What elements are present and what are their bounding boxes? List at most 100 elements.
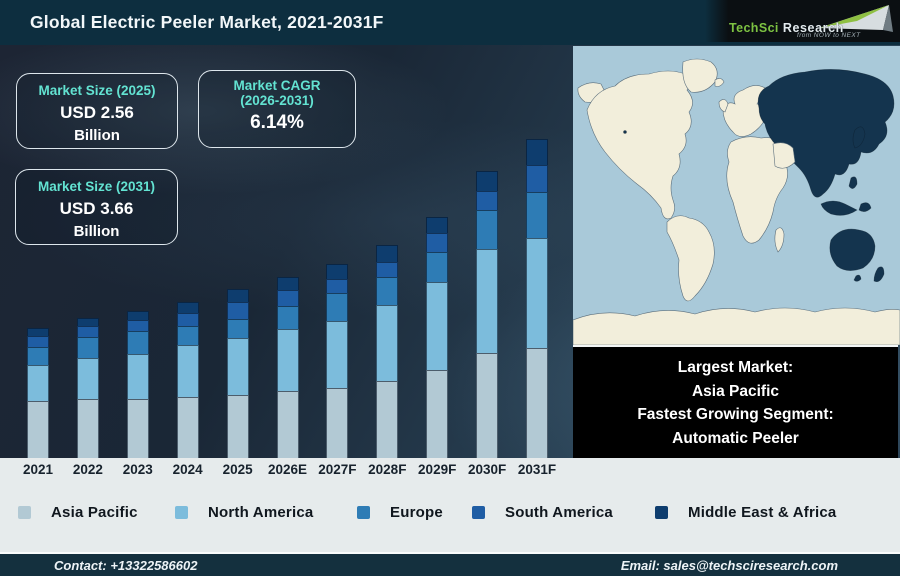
legend-swatch xyxy=(357,506,370,519)
x-axis-label-2027F: 2027F xyxy=(318,462,357,477)
legend-label: Asia Pacific xyxy=(51,504,138,521)
bar-segment-north-america xyxy=(226,338,249,395)
bar-segment-asia-pacific xyxy=(326,388,349,458)
legend-item-asia-pacific: Asia Pacific xyxy=(18,504,138,521)
x-axis-label-2023: 2023 xyxy=(122,462,153,477)
bar-2029F xyxy=(426,217,449,458)
bar-2021 xyxy=(27,328,49,458)
bar-2030F xyxy=(476,171,499,458)
largest-market-value: Asia Pacific xyxy=(691,382,780,400)
market-size-2031-value: USD 3.66 xyxy=(59,199,134,218)
bar-2026E xyxy=(276,277,299,458)
x-axis-label-2024: 2024 xyxy=(172,462,203,477)
bar-segment-south-america xyxy=(176,313,199,326)
x-axis-label-2028F: 2028F xyxy=(368,462,407,477)
bar-segment-north-america xyxy=(276,329,299,391)
market-size-2025-unit: Billion xyxy=(74,127,120,144)
bar-segment-asia-pacific xyxy=(176,397,199,458)
bar-2027F xyxy=(326,264,349,458)
bar-segment-europe xyxy=(276,306,299,329)
map-asia-pacific-highlight xyxy=(623,69,895,282)
logo-arrow-icon xyxy=(819,5,893,32)
legend-swatch xyxy=(472,506,485,519)
bar-segment-south-america xyxy=(476,191,499,210)
bar-2023 xyxy=(126,311,149,458)
bar-segment-asia-pacific xyxy=(27,401,49,458)
bar-2028F xyxy=(376,245,399,458)
bar-segment-asia-pacific xyxy=(476,353,499,458)
x-axis-label-2022: 2022 xyxy=(72,462,103,477)
bar-segment-middle-east-africa xyxy=(476,171,499,191)
bar-segment-south-america xyxy=(226,302,249,319)
bar-segment-middle-east-africa xyxy=(176,302,199,313)
bar-segment-middle-east-africa xyxy=(276,277,299,290)
bar-segment-asia-pacific xyxy=(526,348,548,458)
fastest-segment-label: Fastest Growing Segment: xyxy=(637,406,834,423)
bar-segment-north-america xyxy=(76,358,99,399)
bar-segment-south-america xyxy=(76,326,99,337)
market-size-2025-box: Market Size (2025) USD 2.56 Billion xyxy=(16,73,178,149)
bar-segment-asia-pacific xyxy=(126,399,149,458)
x-axis-label-2026E: 2026E xyxy=(267,462,308,477)
footer-bar: Contact: +13322586602 Email: sales@techs… xyxy=(0,552,900,576)
bar-segment-middle-east-africa xyxy=(526,139,548,165)
axis-and-legend-strip: 2021 2022 2023 2024 2025 2026E 2027F 2028F 2029F… xyxy=(0,458,900,552)
legend-swatch xyxy=(175,506,188,519)
header-bar: Global Electric Peeler Market, 2021-2031… xyxy=(0,0,900,45)
fastest-segment-value: Automatic Peeler xyxy=(672,429,799,447)
x-axis-label-2021: 2021 xyxy=(22,462,54,477)
footer-contact: Contact: +13322586602 xyxy=(54,557,198,573)
bar-segment-south-america xyxy=(27,336,49,347)
legend-label: Middle East & Africa xyxy=(688,504,837,521)
logo-brand-secondary: Research xyxy=(782,21,844,35)
bar-segment-asia-pacific xyxy=(426,370,449,458)
bar-segment-south-america xyxy=(376,262,399,277)
logo-brand-primary: TechSci xyxy=(729,21,779,35)
bar-segment-europe xyxy=(226,319,249,338)
bar-segment-asia-pacific xyxy=(276,391,299,458)
market-cagr-box: Market CAGR (2026-2031) 6.14% xyxy=(198,70,356,148)
x-axis-label-2031F: 2031F xyxy=(517,462,557,477)
bar-segment-europe xyxy=(326,293,349,321)
bar-segment-north-america xyxy=(376,305,399,381)
bar-2024 xyxy=(176,302,199,458)
legend-item-north-america: North America xyxy=(175,504,313,521)
bar-segment-europe xyxy=(376,277,399,305)
bar-segment-middle-east-africa xyxy=(76,318,99,326)
techsci-logo: TechSci Research from NOW to NEXT xyxy=(705,0,900,42)
bar-segment-north-america xyxy=(126,354,149,399)
page-title: Global Electric Peeler Market, 2021-2031… xyxy=(30,12,384,32)
bar-segment-asia-pacific xyxy=(76,399,99,458)
footer-email: Email: sales@techsciresearch.com xyxy=(620,557,838,573)
stacked-bar-chart xyxy=(0,45,573,458)
legend-label: Europe xyxy=(390,504,443,521)
bar-segment-europe xyxy=(476,210,499,249)
legend-item-south-america: South America xyxy=(472,504,613,521)
legend-item-middle-east-africa: Middle East & Africa xyxy=(655,504,836,521)
bar-segment-north-america xyxy=(27,365,49,401)
bar-segment-north-america xyxy=(176,345,199,397)
bar-segment-asia-pacific xyxy=(226,395,249,458)
bar-segment-europe xyxy=(27,347,49,365)
legend-item-europe: Europe xyxy=(357,504,443,521)
world-map xyxy=(573,46,900,345)
bar-2022 xyxy=(76,318,99,458)
bar-segment-south-america xyxy=(326,279,349,293)
x-axis-label-2025: 2025 xyxy=(222,462,253,477)
logo-tagline: from NOW to NEXT xyxy=(797,32,861,39)
bar-segment-middle-east-africa xyxy=(226,289,249,302)
legend-label: North America xyxy=(208,504,314,521)
largest-market-label: Largest Market: xyxy=(677,359,794,376)
market-size-2031-unit: Billion xyxy=(73,223,120,240)
bar-segment-europe xyxy=(176,326,199,345)
bar-segment-middle-east-africa xyxy=(27,328,49,336)
legend-swatch xyxy=(655,506,668,519)
bar-segment-south-america xyxy=(126,320,149,331)
x-axis-label-2030F: 2030F xyxy=(467,462,507,477)
bar-2031F xyxy=(526,139,548,458)
bar-segment-north-america xyxy=(526,238,548,348)
x-axis-label-2029F: 2029F xyxy=(418,462,457,477)
bar-segment-europe xyxy=(426,252,449,282)
bar-segment-middle-east-africa xyxy=(126,311,149,320)
bar-segment-europe xyxy=(526,192,548,238)
